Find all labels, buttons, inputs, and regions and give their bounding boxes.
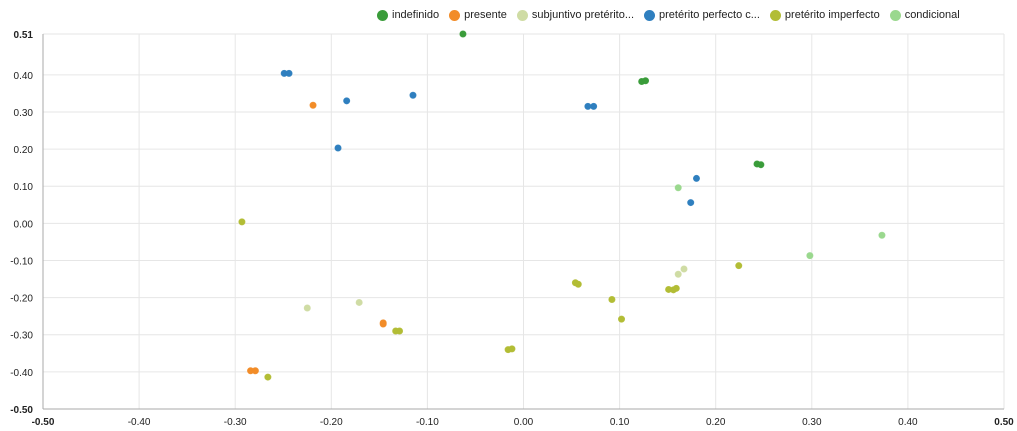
data-point-series-3-6[interactable] [590,102,598,110]
legend-item-presente[interactable]: presente [449,9,507,21]
y-tick-label: -0.30 [10,331,33,342]
legend-label-preterito-perfecto: pretérito perfecto c... [659,9,760,21]
legend-item-preterito-perfecto[interactable]: pretérito perfecto c... [644,9,760,21]
legend-swatch-preterito-perfecto [644,9,656,21]
x-tick-label: 0.30 [802,417,822,428]
data-point-series-4-8[interactable] [608,295,616,303]
data-point-series-2-2[interactable] [674,270,682,278]
data-point-series-5-2[interactable] [878,231,886,239]
data-point-series-4-5[interactable] [508,345,516,353]
legend-label-subjuntivo: subjuntivo pretérito... [531,9,635,21]
data-point-series-3-5[interactable] [584,102,592,110]
data-point-series-3-1[interactable] [285,69,293,77]
data-point-series-1-4[interactable] [251,367,259,375]
legend-swatch-indefinido [377,9,388,21]
x-tick-label: 0.40 [898,417,918,428]
x-tick-label: 0.20 [706,417,726,428]
y-tick-label: 0.51 [14,30,34,41]
data-point-series-3-8[interactable] [687,199,695,207]
legend-item-preterito-imperfecto[interactable]: pretérito imperfecto [769,9,880,21]
x-tick-label: -0.40 [128,417,151,428]
data-point-series-1-0[interactable] [309,101,317,109]
data-point-series-4-1[interactable] [264,373,272,381]
x-tick-label: 0.50 [994,417,1014,428]
legend-swatch-subjuntivo [516,9,528,21]
y-tick-label: 0.40 [14,71,34,82]
data-point-series-5-1[interactable] [806,252,814,260]
legend-swatch-condicional [889,9,901,21]
data-point-series-0-4[interactable] [757,161,765,169]
legend-swatch-presente [449,9,461,21]
x-tick-label: 0.00 [514,417,534,428]
x-tick-label: 0.10 [610,417,630,428]
x-tick-label: -0.20 [320,417,343,428]
tick-labels: -0.50 -0.40 -0.30 -0.20 -0.10 0.00 0.10 0.20 0.3… [10,30,1014,428]
legend-item-indefinido[interactable]: indefinido [377,9,439,21]
legend-label-indefinido: indefinido [392,9,440,21]
axes [42,34,1004,410]
data-point-series-5-0[interactable] [674,184,682,192]
data-points [238,30,886,381]
legend-item-condicional[interactable]: condicional [889,9,960,21]
data-point-series-4-3[interactable] [396,327,404,335]
data-point-series-2-1[interactable] [355,298,363,306]
data-point-series-3-4[interactable] [334,144,342,152]
data-point-series-4-12[interactable] [672,284,680,292]
x-tick-label: -0.30 [224,417,247,428]
legend-label-condicional: condicional [904,9,960,21]
chart-legend: indefinido presente subjuntivo pretérito… [377,9,960,21]
data-point-series-3-2[interactable] [343,97,351,105]
y-tick-label: 0.20 [14,145,34,156]
data-point-series-1-2[interactable] [379,320,387,328]
data-point-series-3-3[interactable] [409,91,417,99]
data-point-series-0-0[interactable] [459,30,467,38]
data-point-series-3-7[interactable] [692,174,700,182]
y-tick-label: 0.10 [14,182,34,193]
legend-swatch-preterito-imperfecto [769,9,781,21]
grid-lines [42,33,1005,410]
y-tick-label: -0.40 [10,368,33,379]
x-tick-label: -0.10 [416,417,439,428]
data-point-series-0-2[interactable] [642,77,650,85]
y-tick-label: -0.20 [10,294,33,305]
legend-label-preterito-imperfecto: pretérito imperfecto [784,9,880,21]
y-tick-label: -0.10 [10,256,33,267]
x-tick-label: -0.50 [32,417,55,428]
data-point-series-2-0[interactable] [303,304,311,312]
y-tick-label: 0.30 [14,108,34,119]
y-tick-label: 0.00 [14,219,34,230]
legend-label-presente: presente [464,9,507,21]
data-point-series-4-9[interactable] [618,315,626,323]
data-point-series-4-7[interactable] [574,280,582,288]
legend-item-subjuntivo[interactable]: subjuntivo pretérito... [516,9,635,21]
data-point-series-2-3[interactable] [680,265,688,273]
data-point-series-4-0[interactable] [238,218,246,226]
data-point-series-4-13[interactable] [735,262,743,270]
y-tick-label: -0.50 [10,405,33,416]
